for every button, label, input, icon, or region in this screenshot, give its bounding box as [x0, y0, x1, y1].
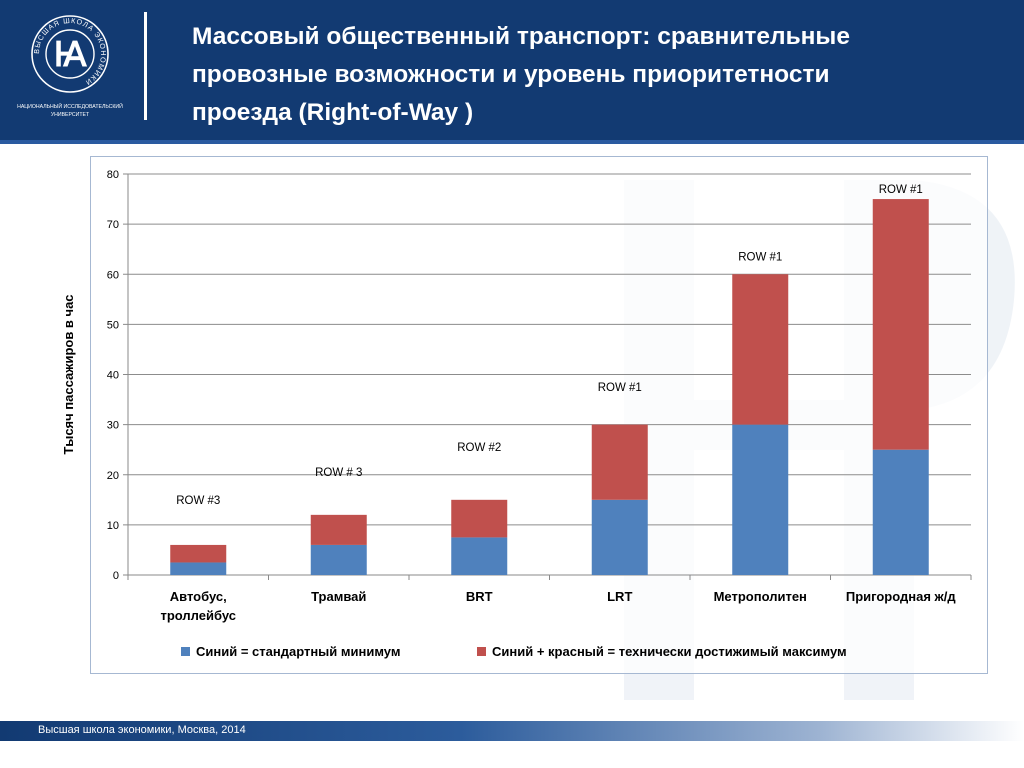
title-line-3: проезда (Right-of-Way ) [192, 99, 474, 126]
bar-blue-3 [591, 499, 648, 575]
row-annotation: ROW # 3 [315, 467, 362, 479]
y-tick-label: 20 [107, 470, 119, 482]
bar-red-4 [732, 274, 789, 425]
y-tick-label: 80 [107, 169, 119, 181]
bar-blue-2 [451, 537, 508, 575]
legend-swatch-red [477, 647, 486, 656]
row-annotation: ROW #1 [598, 382, 642, 394]
bar-red-1 [310, 514, 367, 545]
bar-red-2 [451, 499, 508, 538]
y-tick-label: 30 [107, 420, 119, 432]
footer-bar [0, 721, 1024, 741]
y-tick-label: 40 [107, 370, 119, 382]
legend-swatch-blue [181, 647, 190, 656]
bar-blue-0 [170, 562, 227, 575]
bar-blue-4 [732, 424, 789, 575]
bar-red-0 [170, 544, 227, 563]
header-bar [0, 0, 1024, 140]
x-category-label: BRT [466, 589, 493, 604]
legend-item-blue: Синий = стандартный минимум [181, 644, 400, 659]
row-annotation: ROW #1 [738, 252, 782, 264]
svg-text:Ꙗ: Ꙗ [53, 37, 87, 74]
x-category-label: Метрополитен [714, 589, 807, 604]
x-category-label: Пригородная ж/д [846, 589, 957, 604]
university-logo: ВЫСШАЯ ШКОЛА ЭКОНОМИКИ Ꙗ НАЦИОНАЛЬНЫЙ ИС… [17, 15, 123, 118]
logo-caption-line2: УНИВЕРСИТЕТ [51, 112, 90, 118]
y-tick-label: 10 [107, 520, 119, 532]
row-annotation: ROW #3 [176, 495, 220, 507]
footer-text: Высшая школа экономики, Москва, 2014 [38, 724, 246, 736]
y-axis-title: Тысяч пассажиров в час [61, 294, 76, 454]
logo-caption-line1: НАЦИОНАЛЬНЫЙ ИССЛЕДОВАТЕЛЬСКИЙ [17, 102, 123, 110]
bar-blue-1 [310, 544, 367, 575]
title-line-2: провозные возможности и уровень приорите… [192, 61, 830, 88]
x-category-label: LRT [607, 589, 632, 604]
legend-item-red: Синий + красный = технически достижимый … [477, 644, 847, 659]
stacked-bar-chart: 0 10 20 30 40 50 60 70 80 Автобус, троллейбус Трамв… [61, 169, 972, 623]
y-tick-label: 0 [113, 570, 119, 582]
row-annotation: ROW #2 [457, 442, 501, 454]
y-tick-label: 50 [107, 319, 119, 331]
row-annotation: ROW #1 [879, 184, 923, 196]
bar-blue-5 [872, 449, 929, 575]
chart-frame: 0 10 20 30 40 50 60 70 80 Автобус, троллейбус Трамв… [61, 156, 988, 674]
y-tick-label: 60 [107, 269, 119, 281]
y-tick-label: 70 [107, 219, 119, 231]
header-divider [0, 140, 1024, 144]
x-category-label: Автобус, троллейбус [161, 589, 237, 623]
bar-red-5 [872, 199, 929, 450]
x-category-label: Трамвай [311, 589, 366, 604]
legend-label-red: Синий + красный = технически достижимый … [492, 644, 847, 659]
legend-label-blue: Синий = стандартный минимум [196, 644, 401, 659]
logo-separator [144, 12, 147, 120]
page-title: Массовый общественный транспорт: сравнит… [192, 18, 992, 132]
title-line-1: Массовый общественный транспорт: сравнит… [192, 23, 850, 50]
bar-red-3 [591, 424, 648, 500]
